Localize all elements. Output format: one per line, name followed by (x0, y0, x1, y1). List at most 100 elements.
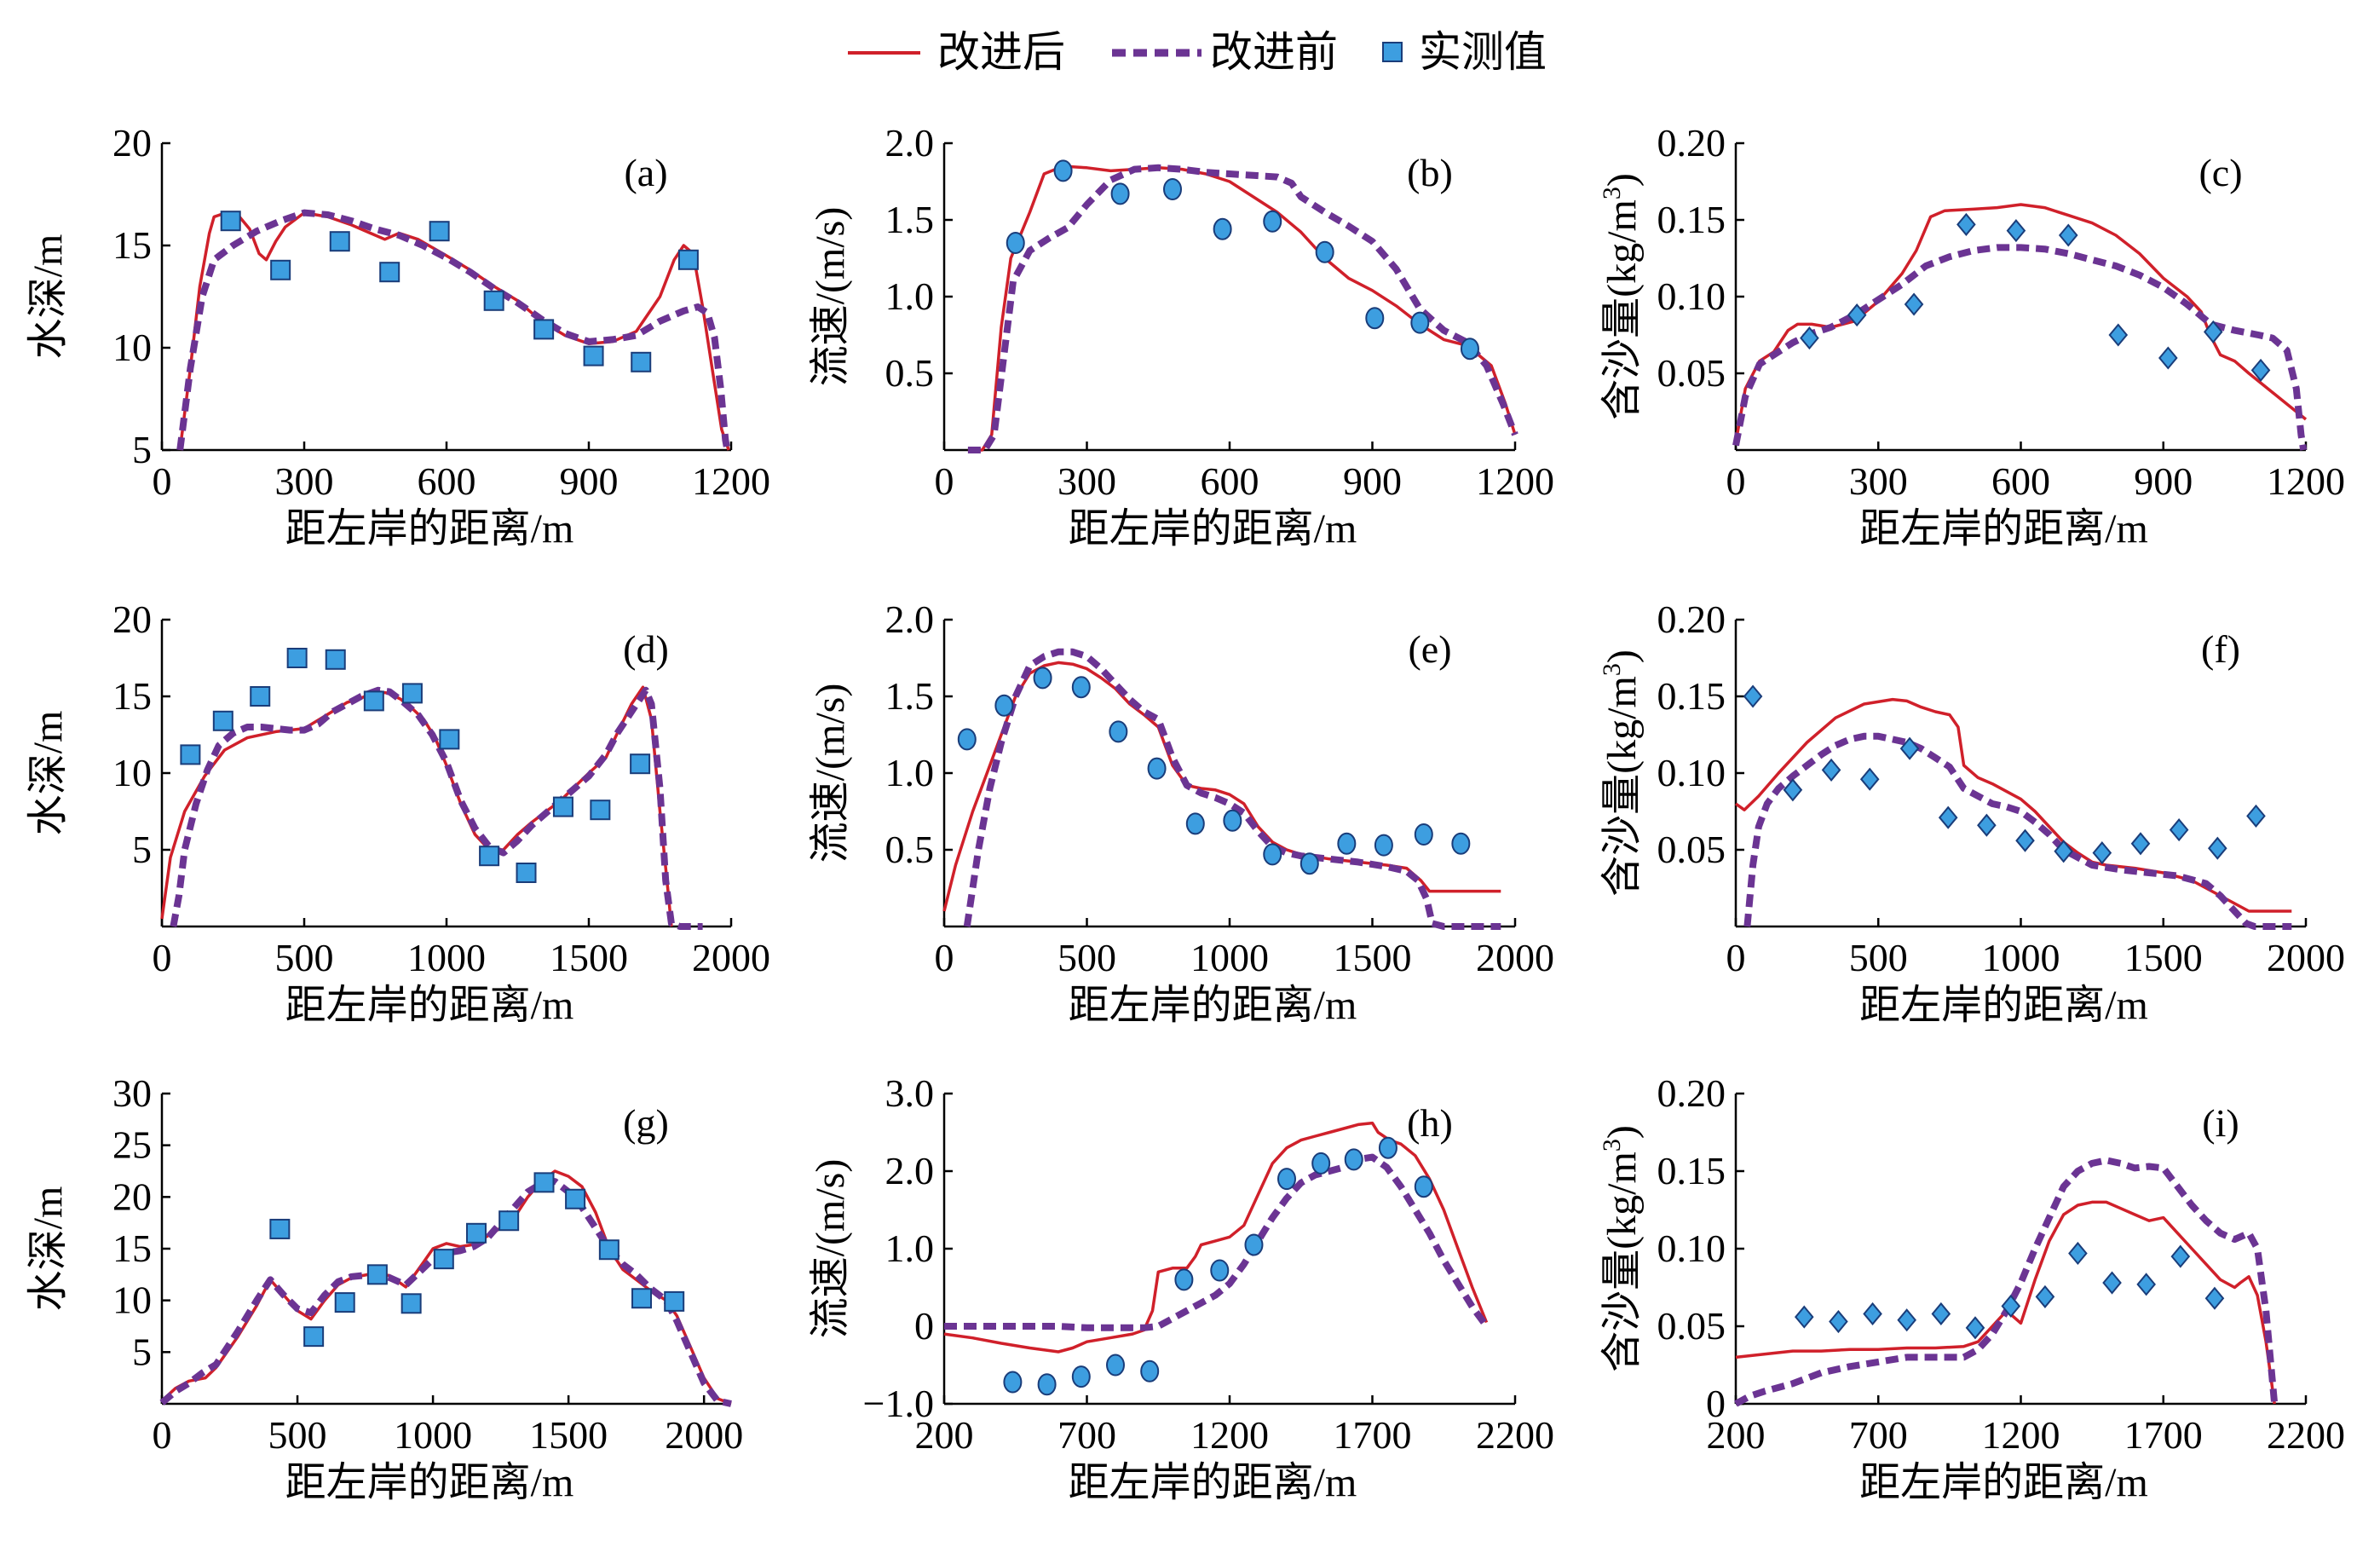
legend: 改进后 改进前 实测值 (848, 28, 1547, 76)
panel-label-h: (h) (1407, 1101, 1453, 1145)
panel-label-d: (d) (623, 627, 669, 671)
x-tick-label-c: 1200 (2267, 459, 2345, 503)
x-tick-label-f: 2000 (2267, 936, 2345, 979)
measured-point-h (1174, 1268, 1194, 1291)
series-improved-line-e (942, 661, 1501, 912)
measured-point-f (1783, 778, 1803, 802)
panel-f: 0 500 1000 1500 2000 0.05 0.10 0.15 0.20 距左岸的距离/m… (1598, 597, 2345, 1028)
measured-point-h (1003, 1371, 1023, 1394)
measured-point-d (439, 729, 460, 750)
x-tick-label-a: 900 (560, 459, 619, 503)
x-tick-label-a: 1200 (692, 459, 770, 503)
x-tick-label-a: 300 (275, 459, 334, 503)
measured-point-b (1163, 178, 1182, 200)
y-tick-label-f: 0.10 (1657, 751, 1726, 794)
measured-point-i (2170, 1244, 2191, 1268)
x-tick-label-h: 700 (1057, 1413, 1116, 1457)
series-improved-line-h (943, 1121, 1489, 1354)
panel-label-a: (a) (624, 151, 667, 194)
x-tick-label-e: 1000 (1190, 936, 1269, 979)
panel-label-i: (i) (2202, 1101, 2239, 1145)
series-improved-line-c (1734, 203, 2308, 443)
measured-point-i (1829, 1309, 1848, 1334)
x-tick-label-i: 1700 (2124, 1413, 2203, 1457)
y-axis-title-close-c: ) (1599, 173, 1645, 187)
series-improved-line-i (1735, 1200, 2276, 1405)
measured-point-i (1897, 1308, 1917, 1332)
y-tick-label-g: 20 (112, 1175, 152, 1218)
legend-improved-label: 改进后 (937, 28, 1065, 76)
x-tick-label-e: 500 (1057, 936, 1116, 979)
x-axis-title-d: 距左岸的距离/m (285, 983, 574, 1028)
x-tick-label-a: 600 (418, 459, 476, 503)
measured-point-a (583, 345, 604, 367)
measured-point-b (1365, 307, 1385, 330)
measured-point-d (552, 796, 573, 817)
measured-point-e (1185, 812, 1205, 835)
y-tick-label-g: 25 (112, 1123, 152, 1167)
panel-label-e: (e) (1408, 627, 1451, 671)
measured-point-c (1956, 212, 1976, 236)
y-tick-label-b: 1.0 (885, 274, 935, 318)
y-axis-title-h: 流速/(m/s) (808, 1159, 853, 1339)
y-tick-label-i: 0.10 (1657, 1227, 1726, 1270)
measured-point-d (180, 744, 201, 765)
x-tick-label-e: 0 (935, 936, 954, 979)
measured-point-i (2068, 1241, 2088, 1266)
x-tick-label-b: 1200 (1476, 459, 1554, 503)
y-tick-label-d: 10 (112, 751, 152, 794)
y-tick-label-f: 0.20 (1657, 597, 1726, 641)
y-tick-label-i: 0.05 (1657, 1304, 1726, 1348)
measured-point-g (366, 1264, 388, 1285)
y-tick-label-g: 10 (112, 1279, 152, 1322)
x-tick-label-g: 2000 (665, 1413, 743, 1457)
measured-point-g (433, 1249, 454, 1270)
measured-point-i (1863, 1302, 1882, 1326)
y-tick-label-f: 0.05 (1657, 828, 1726, 871)
measured-point-h (1277, 1168, 1296, 1191)
measured-point-e (1299, 852, 1319, 875)
measured-point-e (1374, 834, 1393, 857)
y-axis-title-close-f: ) (1599, 649, 1645, 663)
y-tick-label-a: 5 (132, 428, 152, 471)
series-improved-line-f (1734, 697, 2292, 913)
y-tick-label-i: 0.15 (1657, 1149, 1726, 1192)
x-tick-label-d: 2000 (692, 936, 770, 979)
x-axis-title-e: 距左岸的距离/m (1069, 983, 1357, 1028)
y-axis-title-main-i: 含沙量(kg/m (1599, 1152, 1645, 1372)
panel-a: 0 300 600 900 1200 5 10 15 20 距左岸的距离/m 水深/m (a) (26, 121, 770, 551)
measured-point-g (303, 1326, 325, 1348)
panel-label-g: (g) (623, 1101, 669, 1145)
series-original-line-b (967, 164, 1518, 453)
measured-point-h (1378, 1136, 1397, 1159)
y-tick-label-h: 2.0 (885, 1149, 935, 1192)
panel-label-b: (b) (1407, 151, 1453, 194)
x-tick-label-g: 500 (268, 1413, 327, 1457)
x-tick-label-a: 0 (153, 459, 172, 503)
measured-point-g (465, 1222, 487, 1244)
panel-d: 0 500 1000 1500 2000 5 10 15 20 距左岸的距离/m 水深/m (d) (26, 597, 770, 1028)
measured-point-f (1899, 736, 1920, 760)
y-axis-title-i: 含沙量(kg/m3) (1598, 1125, 1645, 1372)
measured-point-e (1414, 823, 1433, 846)
panel-g: 0 500 1000 1500 2000 5 10 15 20 25 30 距左岸的距离/m 水深/m (… (26, 1071, 743, 1505)
series-original-line-g (159, 1178, 732, 1407)
x-axis-title-c: 距左岸的距离/m (1859, 506, 2148, 551)
y-tick-label-c: 0.10 (1657, 274, 1726, 318)
measured-point-f (2208, 836, 2227, 860)
y-tick-label-a: 20 (112, 121, 152, 165)
measured-point-g (565, 1188, 586, 1209)
measured-point-h (1106, 1354, 1125, 1377)
measured-point-i (2136, 1273, 2156, 1296)
x-tick-label-f: 500 (1849, 936, 1908, 979)
x-tick-label-b: 0 (935, 459, 954, 503)
measured-point-b (1410, 311, 1430, 334)
y-tick-label-h: 3.0 (885, 1071, 935, 1115)
measured-point-f (1821, 758, 1841, 782)
measured-point-f (2054, 840, 2073, 863)
x-tick-label-g: 1000 (394, 1413, 472, 1457)
x-tick-label-i: 200 (1707, 1413, 1766, 1457)
x-axis-title-h: 距左岸的距离/m (1069, 1460, 1357, 1505)
x-tick-label-c: 0 (1726, 459, 1746, 503)
